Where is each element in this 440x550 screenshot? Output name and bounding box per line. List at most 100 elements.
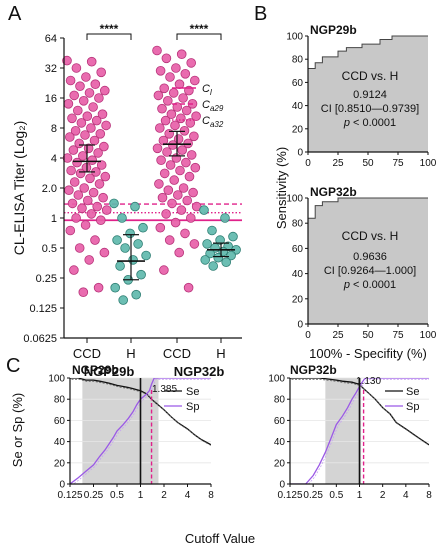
series-Se-line <box>70 378 211 446</box>
point-ccd-ngp32b <box>188 187 198 198</box>
point-ccd-ngp32b <box>166 109 177 119</box>
point-h-ngp29b <box>138 222 148 233</box>
point-ccd-ngp29b <box>99 247 110 258</box>
point-ccd-ngp32b <box>176 49 187 59</box>
panel-a-ytick-label: 32 <box>45 63 57 75</box>
roc-ytick-label: 40 <box>292 269 304 280</box>
point-h-ngp29b <box>120 243 130 253</box>
point-h-ngp32b <box>228 231 238 242</box>
sig-stars-ngp32b: **** <box>190 22 209 36</box>
c2-legend-se: Se <box>406 386 419 398</box>
point-ccd-ngp29b <box>93 282 104 293</box>
point-ccd-ngp32b <box>163 185 174 196</box>
c-xtick-label: 1 <box>357 490 363 501</box>
point-h-ngp29b <box>130 201 140 212</box>
c-xtick-label: 0.25 <box>303 490 323 501</box>
roc-curve <box>307 197 428 324</box>
point-ccd-ngp32b <box>161 209 171 219</box>
point-ccd-ngp29b <box>67 198 78 209</box>
point-h-ngp29b <box>141 250 151 261</box>
roc-area <box>308 36 428 152</box>
point-ccd-ngp32b <box>165 160 176 170</box>
point-ccd-ngp29b <box>97 109 108 119</box>
point-ccd-ngp32b <box>169 175 180 185</box>
point-ccd-ngp29b <box>96 160 107 170</box>
point-ccd-ngp29b <box>88 187 99 198</box>
roc-xtick-label: 75 <box>392 158 404 169</box>
roc-xtick-label: 25 <box>332 158 344 169</box>
point-ccd-ngp32b <box>162 147 172 157</box>
point-h-ngp32b <box>215 235 225 245</box>
roc-ytick-label: 100 <box>286 32 303 43</box>
x-label-h-ngp32b: H <box>216 346 225 361</box>
series-Se-fit <box>71 379 211 446</box>
panel-a-legend: Cl Ca29 Ca32 <box>172 83 224 129</box>
c-xtick-label: 0.125 <box>277 490 302 501</box>
point-ccd-ngp32b <box>183 282 194 293</box>
point-ccd-ngp32b <box>181 157 191 168</box>
point-ccd-ngp29b <box>73 105 83 116</box>
point-h-ngp29b <box>131 289 142 300</box>
point-ccd-ngp32b <box>163 96 173 106</box>
roc2-comparison: CCD vs. H <box>342 229 399 243</box>
point-ccd-ngp32b <box>178 93 188 103</box>
roc-ytick-label: 80 <box>292 55 304 66</box>
c-xtick-label: 2 <box>380 490 386 501</box>
point-h-ngp32b <box>226 250 236 261</box>
point-ccd-ngp29b <box>74 243 85 253</box>
point-h-ngp29b <box>118 295 128 305</box>
c-ytick-label: 60 <box>274 416 286 427</box>
point-ccd-ngp32b <box>186 213 196 223</box>
sig-bracket-ngp32b <box>176 33 222 40</box>
sig-stars-ngp29b: **** <box>100 22 119 36</box>
point-ccd-ngp32b <box>182 195 193 206</box>
c-ytick-label: 20 <box>54 458 66 469</box>
roc-xtick-label: 0 <box>305 158 311 169</box>
point-ccd-ngp29b <box>96 67 106 78</box>
roc-curve <box>307 35 428 152</box>
group-label-ngp29b: NGP29b <box>84 364 135 379</box>
point-h-ngp32b <box>200 255 211 265</box>
point-ccd-ngp32b <box>174 247 185 258</box>
point-ccd-ngp29b <box>72 157 82 168</box>
panel-a-ytick-label: 8 <box>51 123 57 135</box>
point-ccd-ngp29b <box>69 265 79 275</box>
point-ccd-ngp29b <box>83 143 94 154</box>
point-ccd-ngp29b <box>84 88 95 98</box>
panel-b-ylabel: Sensitivity (%) <box>274 147 289 229</box>
point-ccd-ngp32b <box>173 190 183 200</box>
point-ccd-ngp32b <box>189 239 200 249</box>
c-xtick-label: 4 <box>403 490 409 501</box>
point-ccd-ngp29b <box>62 55 72 66</box>
point-ccd-ngp29b <box>71 213 81 223</box>
panel-a-yaxis-ticks: 0.0625 0.125 0.25 0.5 1 2.0 4 8 16 32 64 <box>23 33 64 345</box>
panel-a-ytick-label: 4 <box>51 153 57 165</box>
panel-a-median-iqr <box>73 130 235 281</box>
point-ccd-ngp32b <box>189 131 199 142</box>
point-ccd-ngp29b <box>65 75 76 86</box>
point-ccd-ngp29b <box>69 90 79 101</box>
point-ccd-ngp29b <box>99 141 109 152</box>
c-xtick-label: 0.5 <box>110 490 124 501</box>
c-ytick-label: 20 <box>274 458 286 469</box>
point-ccd-ngp29b <box>81 72 91 82</box>
c2-legend: Se Sp <box>385 386 419 413</box>
point-ccd-ngp32b <box>168 88 179 98</box>
point-ccd-ngp29b <box>80 130 90 140</box>
point-ccd-ngp29b <box>75 168 86 179</box>
point-ccd-ngp29b <box>70 126 81 136</box>
point-ccd-ngp29b <box>71 63 82 73</box>
c-ytick-label: 100 <box>268 374 285 385</box>
point-ccd-ngp32b <box>180 69 191 79</box>
point-h-ngp29b <box>128 255 138 265</box>
roc2-auc: 0.9636 <box>353 251 387 263</box>
point-ccd-ngp29b <box>69 177 80 187</box>
roc-ytick-label: 80 <box>292 219 304 230</box>
point-ccd-ngp29b <box>101 205 112 215</box>
point-ccd-ngp29b <box>101 120 111 131</box>
panel-a-ytick-label: 2.0 <box>42 183 57 195</box>
roc1-title: NGP29b <box>310 23 357 37</box>
c-ytick-label: 0 <box>59 480 65 491</box>
point-ccd-ngp32b <box>185 118 196 128</box>
point-ccd-ngp32b <box>175 165 185 176</box>
